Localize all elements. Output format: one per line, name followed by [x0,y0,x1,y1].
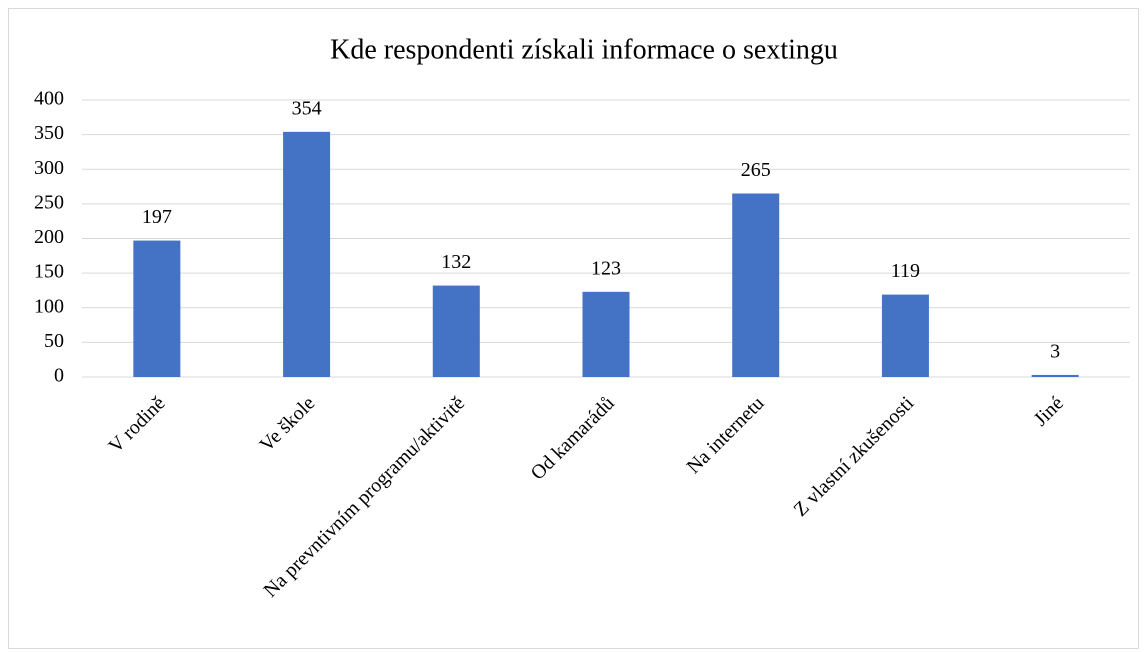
data-label: 265 [741,159,771,181]
y-tick-label: 250 [34,191,64,213]
chart-border [8,8,1139,649]
bar [732,193,780,377]
y-tick-label: 100 [34,295,64,317]
bar [582,291,630,377]
y-tick-label: 300 [34,157,64,179]
data-label: 3 [1050,341,1060,363]
y-tick-label: 150 [34,261,64,283]
y-tick-label: 400 [34,88,64,110]
y-tick-label: 200 [34,226,64,248]
chart-title: Kde respondenti získali informace o sext… [330,34,838,65]
data-label: 119 [891,260,920,282]
y-tick-label: 350 [34,122,64,144]
bar [1031,374,1079,377]
y-tick-label: 0 [54,365,64,387]
data-label: 197 [142,206,172,228]
bar [133,240,181,377]
bar [432,285,480,377]
data-label: 132 [441,251,471,273]
data-label: 123 [591,257,621,279]
bar [283,131,331,377]
y-tick-label: 50 [44,330,64,352]
bar [881,294,929,377]
data-label: 354 [292,97,322,119]
